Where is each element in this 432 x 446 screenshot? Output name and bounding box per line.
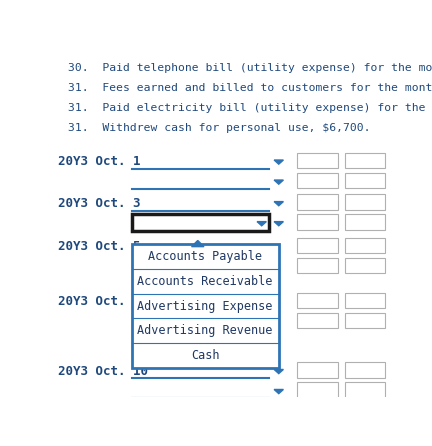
Bar xyxy=(297,258,338,273)
Text: Accounts Payable: Accounts Payable xyxy=(148,250,262,263)
Text: Accounts Receivable: Accounts Receivable xyxy=(137,275,273,288)
Polygon shape xyxy=(274,389,283,394)
Bar xyxy=(297,362,338,378)
Bar xyxy=(345,382,385,398)
Text: 31.  Paid electricity bill (utility expense) for the month, $1,540.: 31. Paid electricity bill (utility expen… xyxy=(68,103,432,113)
Bar xyxy=(345,313,385,328)
Polygon shape xyxy=(274,369,283,374)
Text: 20Y3 Oct. 1: 20Y3 Oct. 1 xyxy=(58,155,140,168)
Bar xyxy=(345,173,385,188)
Bar xyxy=(345,238,385,253)
Bar xyxy=(297,238,338,253)
Polygon shape xyxy=(191,240,204,247)
Bar xyxy=(297,194,338,210)
Text: 31.  Withdrew cash for personal use, $6,700.: 31. Withdrew cash for personal use, $6,7… xyxy=(68,123,371,133)
Text: 30.  Paid telephone bill (utility expense) for the month, $220.: 30. Paid telephone bill (utility expense… xyxy=(68,63,432,73)
Bar xyxy=(345,194,385,210)
Polygon shape xyxy=(274,180,283,184)
Bar xyxy=(297,313,338,328)
Text: Cash: Cash xyxy=(191,349,219,362)
Bar xyxy=(297,382,338,398)
Text: 20Y3 Oct. 3: 20Y3 Oct. 3 xyxy=(58,197,140,210)
Polygon shape xyxy=(274,160,283,164)
Bar xyxy=(131,214,270,231)
Bar xyxy=(131,244,279,368)
Bar xyxy=(345,362,385,378)
Bar xyxy=(345,153,385,168)
Bar xyxy=(297,293,338,308)
Bar xyxy=(345,293,385,308)
Text: Advertising Revenue: Advertising Revenue xyxy=(137,324,273,337)
Bar xyxy=(345,258,385,273)
Polygon shape xyxy=(274,222,283,226)
Polygon shape xyxy=(274,202,283,206)
Bar xyxy=(297,215,338,230)
Text: Advertising Expense: Advertising Expense xyxy=(137,300,273,313)
Text: 20Y3 Oct. 5: 20Y3 Oct. 5 xyxy=(58,240,140,253)
Text: 20Y3 Oct. 10: 20Y3 Oct. 10 xyxy=(58,364,148,378)
Text: 31.  Fees earned and billed to customers for the month, $38,620.: 31. Fees earned and billed to customers … xyxy=(68,83,432,93)
Bar xyxy=(297,153,338,168)
Polygon shape xyxy=(257,222,267,226)
Text: 20Y3 Oct. 6: 20Y3 Oct. 6 xyxy=(58,295,140,308)
Bar xyxy=(297,173,338,188)
Bar xyxy=(345,215,385,230)
